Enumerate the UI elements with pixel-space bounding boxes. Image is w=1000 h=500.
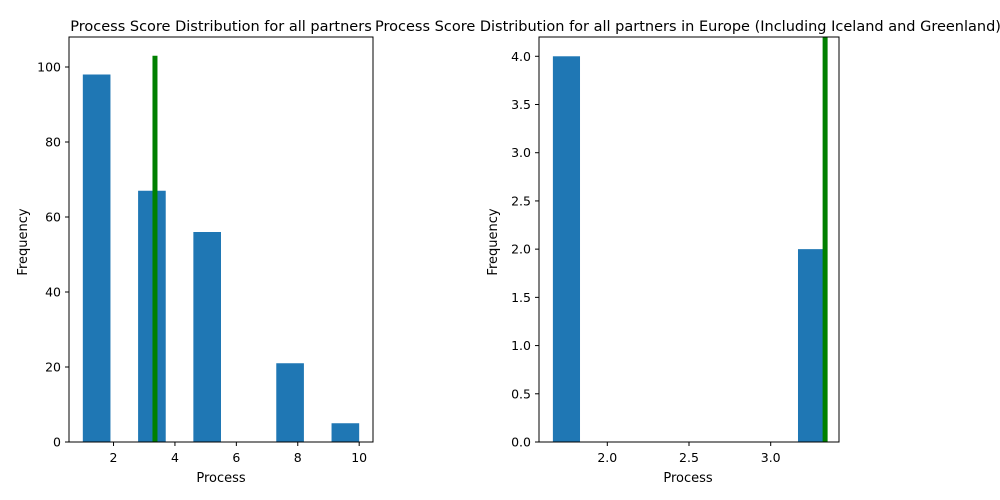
left-y-tick-label-0: 0 [53, 435, 61, 450]
left-y-axis-label: Frequency [16, 208, 31, 275]
left-y-tick-label-4: 80 [45, 135, 61, 150]
right-x-tick-label-2: 3.0 [761, 450, 781, 465]
left-histogram-bar-0 [82, 74, 111, 442]
left-x-tick-label-0: 2 [110, 450, 118, 465]
right-y-tick-label-6: 3.0 [511, 145, 531, 160]
left-y-tick-label-1: 20 [45, 360, 61, 375]
left-x-tick-label-4: 10 [351, 450, 367, 465]
right-y-tick-label-0: 0.0 [511, 435, 531, 450]
left-y-tick-label-5: 100 [37, 60, 61, 75]
right-y-tick-label-4: 2.0 [511, 242, 531, 257]
right-y-tick-label-7: 3.5 [511, 97, 531, 112]
right-y-tick-label-5: 2.5 [511, 193, 531, 208]
left-y-tick-label-3: 60 [45, 210, 61, 225]
right-y-tick-label-1: 0.5 [511, 386, 531, 401]
right-y-tick-label-3: 1.5 [511, 290, 531, 305]
right-chart-title: Process Score Distribution for all partn… [375, 19, 1000, 35]
left-x-tick-label-1: 4 [171, 450, 179, 465]
right-histogram-chart: Process Frequency 2.0 2.5 3.0 0.0 0.5 1.0 1.5 2… [375, 19, 1000, 486]
left-histogram-bar-3 [276, 363, 304, 442]
left-x-tick-label-2: 6 [232, 450, 240, 465]
left-y-tick-label-2: 40 [45, 285, 61, 300]
left-histogram-bar-2 [193, 232, 221, 442]
right-y-axis-label: Frequency [486, 208, 501, 275]
right-y-tick-label-8: 4.0 [511, 49, 531, 64]
right-x-axis-label: Process [663, 471, 713, 486]
right-y-tick-label-2: 1.0 [511, 338, 531, 353]
left-histogram-bar-4 [331, 423, 360, 442]
left-chart-title: Process Score Distribution for all partn… [70, 19, 372, 35]
left-x-axis-label: Process [196, 471, 246, 486]
right-x-tick-label-1: 2.5 [679, 450, 699, 465]
left-histogram-bar-1 [138, 190, 166, 442]
left-histogram-chart: Process Frequency 2 4 6 8 10020406080100Proc… [16, 19, 374, 486]
left-plot-frame [68, 36, 374, 443]
right-plot-frame [538, 36, 840, 443]
right-x-tick-label-0: 2.0 [597, 450, 617, 465]
left-x-tick-label-3: 8 [294, 450, 302, 465]
right-histogram-bar-1 [797, 249, 826, 442]
right-histogram-bar-0 [552, 56, 581, 443]
